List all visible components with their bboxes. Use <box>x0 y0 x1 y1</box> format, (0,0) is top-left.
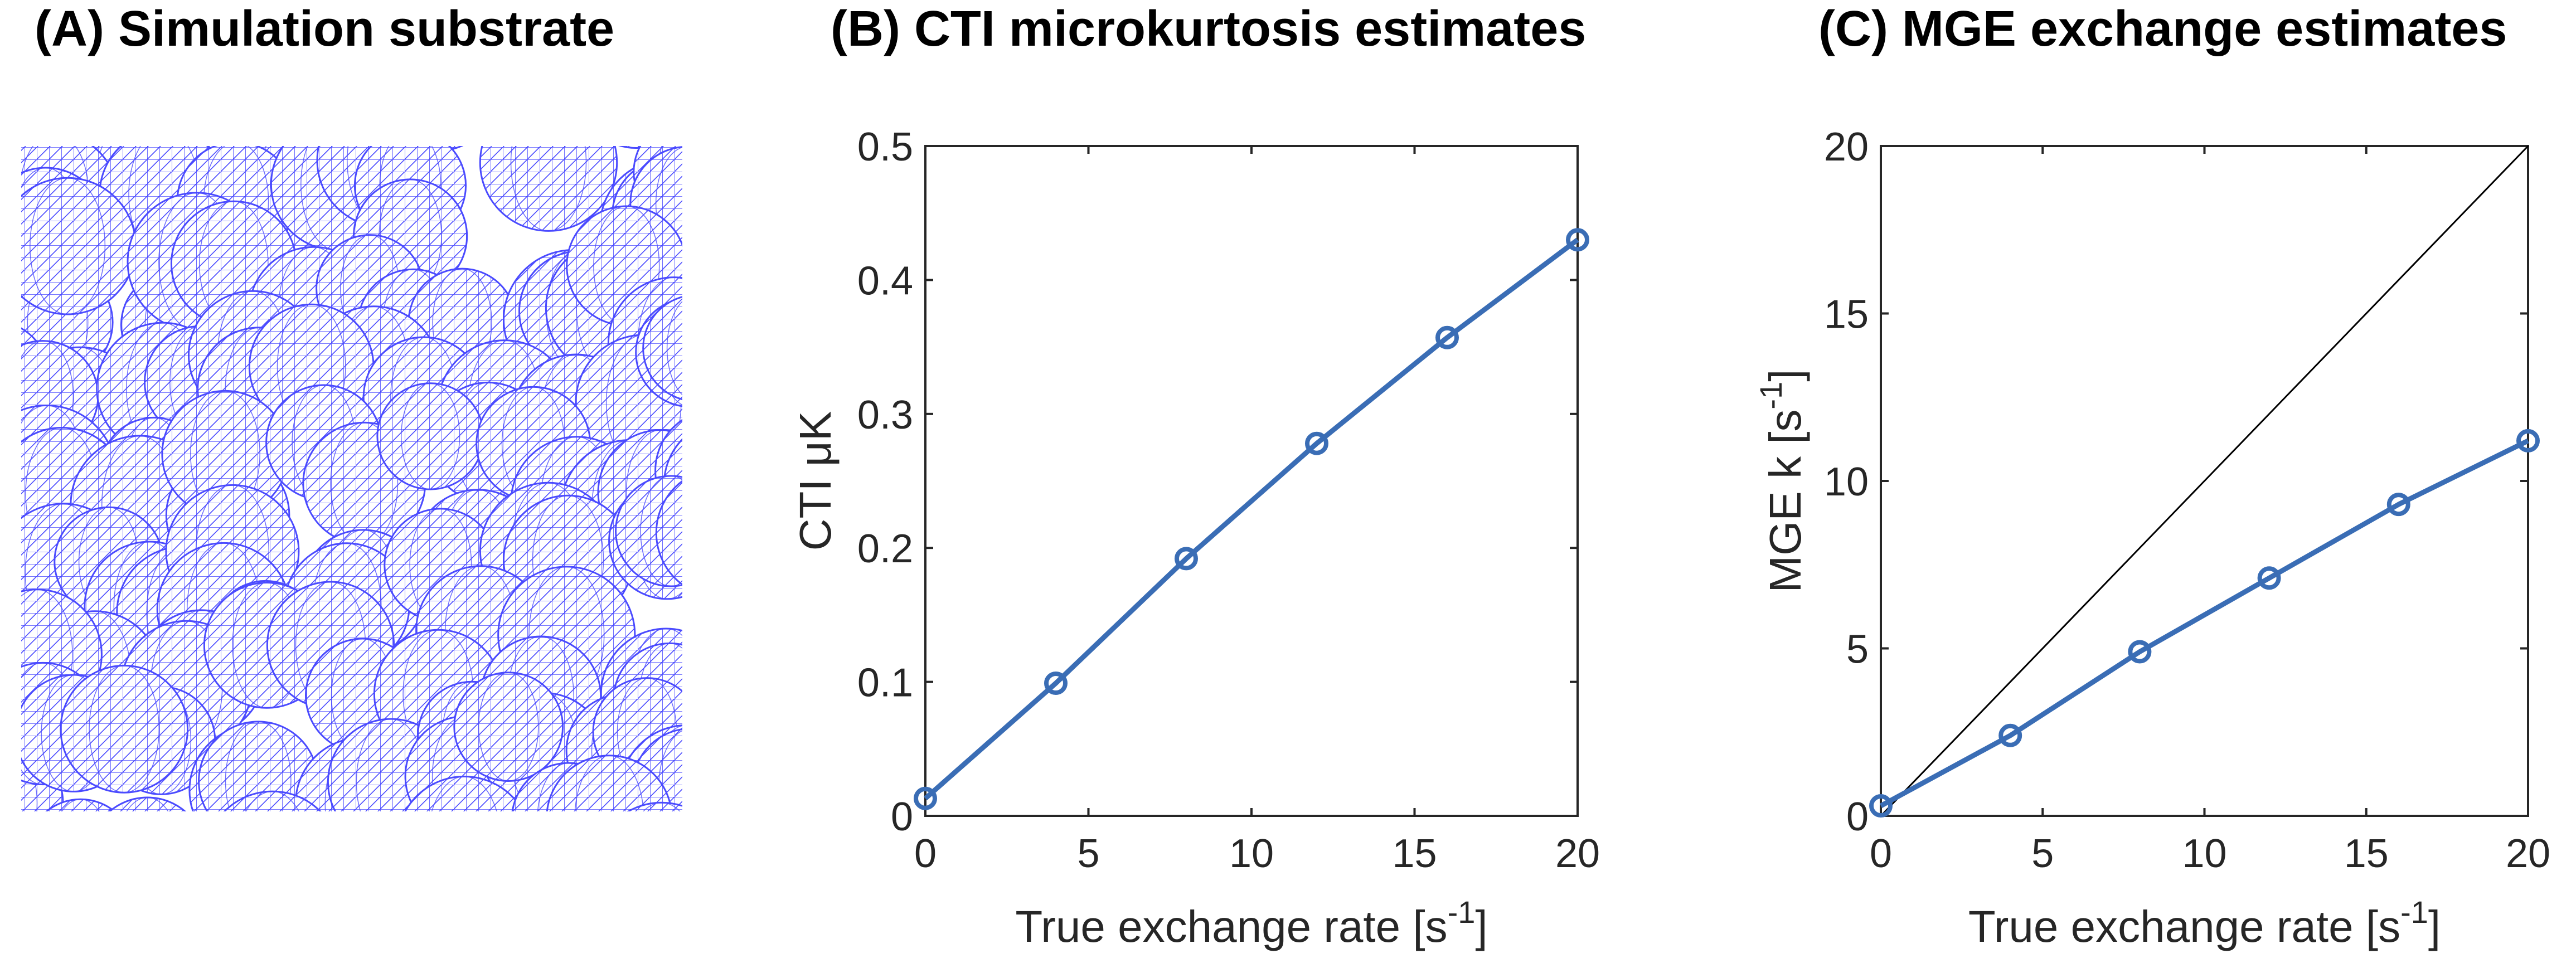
sphere <box>0 122 16 242</box>
data-point <box>1998 723 2022 747</box>
panel-c-title: (C) MGE exchange estimates <box>1818 1 2507 57</box>
y-tick-label: 5 <box>1846 627 1869 672</box>
y-axis-label: CTI μK <box>790 411 840 551</box>
panel-b-title: (B) CTI microkurtosis estimates <box>831 1 1586 57</box>
sphere <box>655 480 682 586</box>
sphere <box>705 1 823 119</box>
data-point <box>2516 429 2540 453</box>
sphere <box>693 584 803 694</box>
sphere <box>169 824 304 959</box>
x-tick-label: 0 <box>1870 831 1892 876</box>
data-point <box>2386 493 2410 517</box>
data-point <box>914 786 937 810</box>
chart-b: 0 5 10 15 20 0 0.1 0.2 0.3 0.4 0.5 True exchange ra… <box>790 125 1600 951</box>
data-point <box>1305 431 1328 455</box>
sphere <box>663 438 682 531</box>
sphere <box>676 796 794 915</box>
data-point <box>2128 640 2152 664</box>
y-tick-label: 0.5 <box>857 125 913 169</box>
sphere <box>334 818 449 933</box>
y-tick-label: 0.2 <box>857 527 913 571</box>
y-tick-label: 0.3 <box>857 393 913 437</box>
x-tick-label: 10 <box>1229 831 1274 876</box>
sphere <box>479 146 618 232</box>
series-line <box>1879 438 2529 808</box>
sphere <box>0 56 11 180</box>
y-tick-label: 0 <box>1846 795 1869 839</box>
sphere <box>75 823 208 956</box>
sphere <box>0 389 7 517</box>
x-axis-label-end: ] <box>1475 902 1487 951</box>
x-axis-label: True exchange rate [s-1] <box>1015 894 1487 951</box>
x-tick-label: 5 <box>2031 831 2054 876</box>
sphere <box>704 235 821 352</box>
sphere <box>453 672 564 782</box>
x-tick-label: 10 <box>2182 831 2226 876</box>
chart-c: 0 5 10 15 20 0 5 10 15 20 True exchange rate [s-1]… <box>1753 125 2550 951</box>
data-point <box>1044 672 1068 695</box>
data-point <box>1869 794 1893 818</box>
x-axis-label-sup: -1 <box>1448 894 1476 930</box>
sphere <box>0 264 8 378</box>
sphere <box>0 675 7 812</box>
sphere <box>376 382 484 490</box>
sphere <box>404 775 525 811</box>
identity-reference-line <box>1880 145 2529 817</box>
y-tick-label: 15 <box>1824 293 1869 337</box>
plot-area <box>924 145 1579 817</box>
sphere <box>0 815 106 946</box>
data-point <box>1566 228 1589 252</box>
sphere <box>223 790 322 811</box>
y-axis-label-end: ] <box>1760 369 1810 382</box>
x-tick-label: 0 <box>914 831 937 876</box>
y-tick-label: 0.1 <box>857 661 913 706</box>
x-tick-label: 20 <box>2506 831 2550 876</box>
simulation-substrate-mesh <box>0 1 823 960</box>
sphere <box>627 801 682 811</box>
x-axis-label-end: ] <box>2428 902 2441 951</box>
y-tick-label: 10 <box>1824 460 1869 504</box>
sphere <box>353 825 482 953</box>
sphere <box>21 177 137 315</box>
sphere <box>714 654 821 761</box>
y-tick-label: 20 <box>1824 125 1869 169</box>
x-tick-label: 15 <box>1392 831 1437 876</box>
data-point <box>2257 566 2281 590</box>
y-tick-label: 0 <box>891 795 913 839</box>
data-point <box>1435 325 1459 349</box>
y-axis-label-sup: -1 <box>1753 382 1788 410</box>
sphere <box>680 294 682 324</box>
sphere <box>313 820 445 952</box>
x-axis-label-sup: -1 <box>2400 894 2428 930</box>
panel-a-title: (A) Simulation substrate <box>35 1 614 57</box>
sphere <box>0 828 32 960</box>
x-axis-label: True exchange rate [s-1] <box>1968 894 2441 951</box>
x-tick-label: 20 <box>1555 831 1600 876</box>
sphere <box>108 796 187 811</box>
y-axis-label: MGE k [s-1] <box>1753 369 1810 593</box>
x-tick-label: 15 <box>2344 831 2389 876</box>
x-tick-label: 5 <box>1077 831 1099 876</box>
sphere <box>60 664 189 794</box>
y-tick-label: 0.4 <box>857 259 913 303</box>
sphere <box>704 829 817 942</box>
data-point <box>1175 547 1198 571</box>
sphere <box>546 755 673 811</box>
series-line <box>924 237 1579 801</box>
sphere <box>642 296 682 401</box>
sphere <box>45 798 116 811</box>
